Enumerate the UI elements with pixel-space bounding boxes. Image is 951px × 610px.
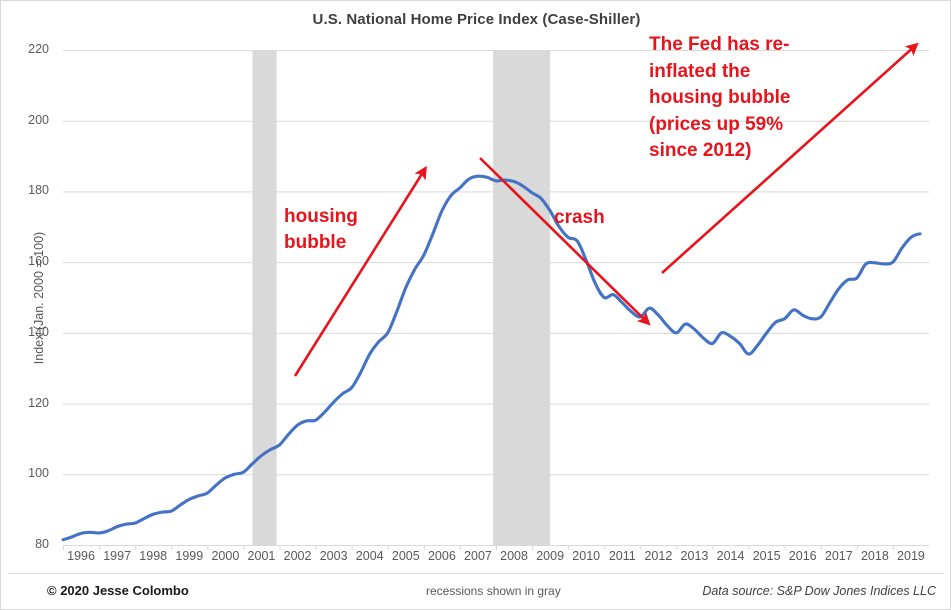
annotation-fed-line3: housing bubble	[649, 87, 791, 108]
chart-title: U.S. National Home Price Index (Case-Shi…	[312, 11, 641, 28]
x-tick-label: 2006	[427, 549, 456, 563]
x-tick-label: 2002	[283, 549, 312, 563]
x-tick-label: 2003	[319, 549, 348, 563]
y-axis-title: Index (Jan. 2000 = 100)	[32, 231, 46, 365]
price-index-line	[61, 174, 922, 542]
annotation-housing-bubble-line2: bubble	[284, 232, 347, 253]
annotation-housing-bubble: housing bubble	[284, 204, 358, 256]
x-tick-label: 1997	[103, 549, 132, 563]
annotation-fed-line1: The Fed has re-	[649, 34, 790, 55]
x-tick-label: 2019	[897, 549, 925, 563]
footer-recessions-note: recessions shown in gray	[426, 584, 561, 598]
recession-band	[493, 50, 551, 545]
recession-band	[252, 50, 277, 545]
footer-copyright: © 2020 Jesse Colombo	[47, 583, 189, 598]
x-tick-label: 2004	[355, 549, 384, 563]
x-tick-label: 2013	[680, 549, 709, 563]
x-tick-label: 2008	[500, 549, 528, 563]
y-tick-label: 100	[28, 466, 49, 481]
y-tick-label: 120	[28, 395, 49, 410]
x-tick-label: 2017	[824, 549, 853, 563]
x-tick-label: 2010	[572, 549, 601, 563]
y-tick-label: 180	[28, 183, 49, 198]
x-tick-label: 2000	[211, 549, 240, 563]
x-tick-label: 2015	[752, 549, 781, 563]
arrow-housing-bubble	[293, 165, 427, 377]
annotation-fed-reinflated: The Fed has re- inflated the housing bub…	[649, 32, 834, 165]
x-tick-label: 2011	[608, 549, 636, 563]
y-tick-label: 140	[28, 324, 49, 339]
x-tick-label: 1998	[139, 549, 168, 563]
x-tick-label: 1996	[67, 549, 95, 563]
arrow-crash	[479, 157, 651, 326]
x-tick-label: 2007	[464, 549, 492, 563]
x-tick-label: 2014	[716, 549, 745, 563]
y-tick-label: 200	[28, 112, 49, 127]
x-tick-label: 2018	[860, 549, 889, 563]
recession-bands	[252, 50, 551, 545]
footer-divider	[9, 573, 944, 574]
y-tick-label: 160	[28, 254, 49, 269]
annotation-crash: crash	[554, 207, 605, 228]
annotation-fed-line5: since 2012)	[649, 140, 752, 161]
footer-data-source: Data source: S&P Dow Jones Indices LLC	[702, 584, 936, 598]
x-tick-label: 1999	[175, 549, 204, 563]
x-tick-label: 2016	[788, 549, 817, 563]
x-tick-label: 2009	[536, 549, 565, 563]
annotation-housing-bubble-line1: housing	[284, 206, 358, 227]
arrow-fed-reinflation	[661, 42, 919, 274]
annotation-fed-line2: inflated the	[649, 60, 751, 82]
y-tick-label: 80	[35, 537, 49, 551]
x-tick-label: 2012	[644, 549, 673, 563]
x-tick-label: 2005	[391, 549, 420, 563]
x-tick-label: 2001	[247, 549, 276, 563]
annotation-fed-line4: (prices up 59%	[649, 113, 784, 135]
y-tick-label: 220	[28, 42, 49, 56]
